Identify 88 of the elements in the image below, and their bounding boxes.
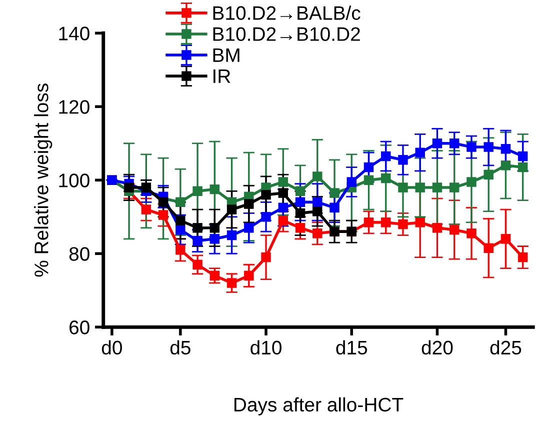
point <box>450 138 460 148</box>
point <box>295 223 306 233</box>
point <box>518 162 528 172</box>
point <box>312 172 322 182</box>
point <box>158 197 168 208</box>
point <box>244 270 254 281</box>
point <box>364 162 374 172</box>
point <box>261 252 271 262</box>
point <box>192 260 202 270</box>
x-tick-label: d10 <box>250 340 282 355</box>
point <box>484 170 494 180</box>
x-tick-label: d5 <box>170 340 190 355</box>
point <box>278 188 288 198</box>
point <box>346 177 356 187</box>
point <box>210 184 220 194</box>
legend-label: B10.D2→BALB/c <box>213 6 360 20</box>
point <box>210 223 220 233</box>
point <box>381 218 391 228</box>
point <box>450 182 460 192</box>
y-tick-label: 80 <box>69 247 90 261</box>
x-tick-label: d0 <box>102 340 122 355</box>
point <box>244 223 254 233</box>
point <box>176 224 186 235</box>
point <box>312 197 322 208</box>
point <box>518 252 528 262</box>
point <box>415 148 425 158</box>
point <box>466 228 476 238</box>
point <box>192 186 202 196</box>
point <box>330 202 340 213</box>
y-tick-label: 120 <box>59 100 90 114</box>
x-axis-title: Days after allo-HCT <box>234 397 404 416</box>
point <box>364 218 374 228</box>
point <box>415 182 425 192</box>
point <box>466 177 476 187</box>
point <box>176 197 186 208</box>
x-tick-label: d25 <box>490 340 522 355</box>
point <box>192 223 202 233</box>
legend-label: BM <box>213 48 240 62</box>
y-tick-label: 60 <box>70 320 90 334</box>
point <box>312 228 322 238</box>
point <box>466 142 476 152</box>
point <box>278 216 288 226</box>
y-axis-title: % Relative weight loss <box>34 84 52 277</box>
point <box>330 188 340 198</box>
legend-label: B10.D2→B10.D2 <box>213 27 360 41</box>
point <box>432 138 442 148</box>
point <box>226 204 237 214</box>
point <box>381 173 391 184</box>
point <box>210 270 220 281</box>
point <box>158 210 168 220</box>
point <box>398 155 408 165</box>
point <box>278 202 288 213</box>
point <box>295 197 306 208</box>
point <box>381 151 391 162</box>
point <box>518 151 528 162</box>
point <box>432 182 442 192</box>
y-tick-label: 140 <box>59 26 90 40</box>
x-tick-label: d20 <box>422 340 453 355</box>
point <box>450 224 460 235</box>
point <box>484 243 494 253</box>
point <box>176 245 186 255</box>
point <box>432 223 442 233</box>
point <box>210 234 220 244</box>
point <box>124 182 134 192</box>
point <box>141 204 152 214</box>
point <box>398 219 408 230</box>
point <box>415 218 425 228</box>
point <box>278 177 288 187</box>
point <box>141 182 152 192</box>
point <box>500 234 511 244</box>
point <box>244 199 254 209</box>
point <box>295 186 306 196</box>
point <box>226 230 237 240</box>
y-tick-label: 100 <box>59 174 90 188</box>
point <box>295 208 306 218</box>
point <box>500 144 511 154</box>
point <box>192 236 202 246</box>
point <box>176 216 186 226</box>
point <box>312 206 322 216</box>
point <box>500 160 511 170</box>
point <box>261 190 271 200</box>
point <box>261 212 271 222</box>
point <box>484 142 494 152</box>
point <box>398 182 408 192</box>
x-tick-label: d15 <box>336 340 368 355</box>
legend-label: IR <box>214 70 230 83</box>
point <box>226 278 237 288</box>
point <box>364 175 374 185</box>
